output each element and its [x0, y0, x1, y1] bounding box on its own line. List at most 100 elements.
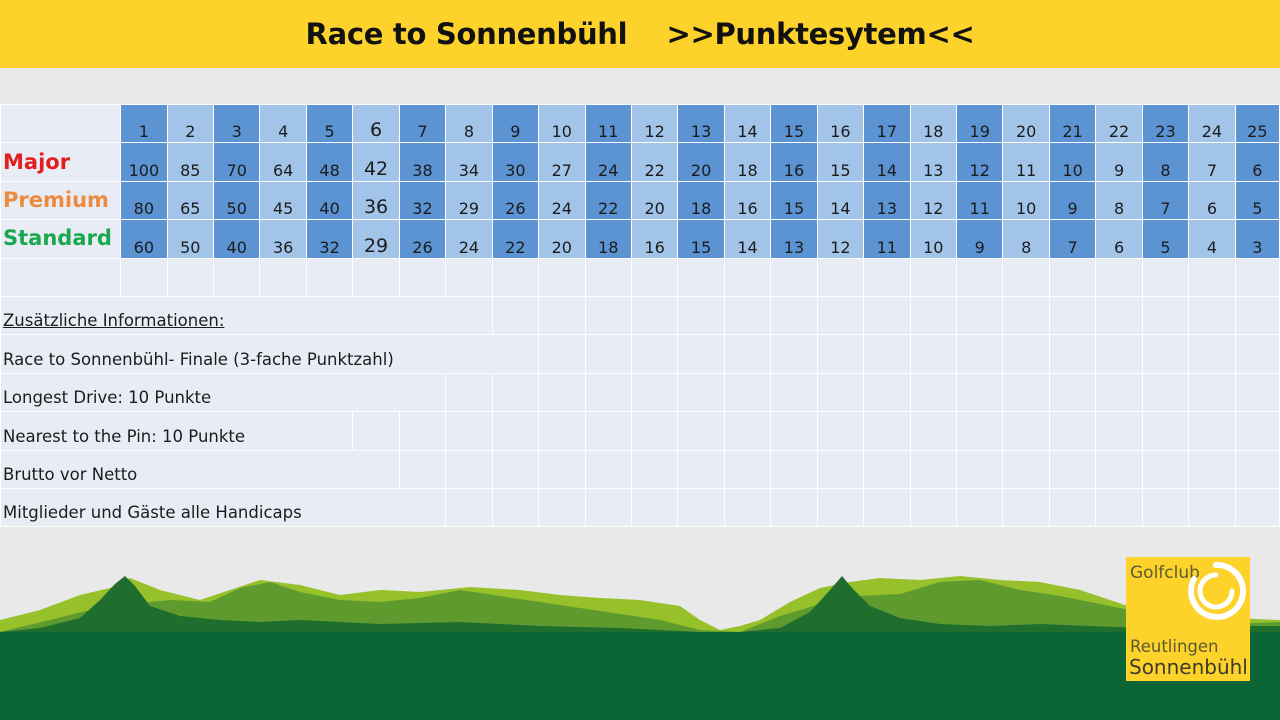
info-line: Race to Sonnenbühl- Finale (3-fache Punk…: [0, 334, 540, 374]
empty-cell: [770, 257, 818, 297]
empty-cell: [1188, 334, 1236, 374]
category-label: Major: [0, 142, 122, 182]
empty-cell: [909, 411, 958, 451]
points-cell: 10: [909, 219, 958, 259]
points-cell: 9: [1095, 142, 1143, 182]
empty-cell: [956, 372, 1004, 413]
info-line-text: Longest Drive: 10 Punkte: [3, 388, 212, 408]
points-cell: 16: [630, 219, 679, 259]
empty-cell: [863, 295, 911, 336]
empty-cell: [770, 411, 818, 451]
empty-cell: [213, 257, 261, 297]
empty-cell: [1234, 411, 1280, 451]
points-cell: 14: [863, 142, 911, 182]
empty-cell: [956, 449, 1004, 489]
category-label: Premium: [0, 180, 122, 221]
empty-cell: [909, 449, 958, 489]
empty-cell: [1141, 334, 1190, 374]
points-cell: 7: [1048, 219, 1097, 259]
empty-cell: [1188, 257, 1236, 297]
empty-cell: [166, 257, 215, 297]
position-cell: 14: [723, 103, 772, 144]
empty-cell: [584, 372, 632, 413]
position-cell: 10: [538, 103, 586, 144]
points-cell: 18: [584, 219, 632, 259]
position-cell: 24: [1188, 103, 1236, 144]
position-cell: 5: [305, 103, 354, 144]
empty-cell: [770, 372, 818, 413]
empty-cell: [909, 295, 958, 336]
position-cell: 20: [1002, 103, 1050, 144]
empty-cell: [584, 334, 632, 374]
points-cell: 65: [166, 180, 215, 221]
points-cell: 40: [305, 180, 354, 221]
points-cell: 80: [120, 180, 168, 221]
points-cell: 12: [909, 180, 958, 221]
points-cell: 60: [120, 219, 168, 259]
points-cell: 22: [491, 219, 540, 259]
empty-cell: [1095, 372, 1143, 413]
empty-cell: [723, 372, 772, 413]
info-line-text: Mitglieder und Gäste alle Handicaps: [3, 503, 302, 523]
empty-cell: [491, 295, 540, 336]
points-cell: 7: [1141, 180, 1190, 221]
category-label: Standard: [0, 219, 122, 259]
empty-cell: [630, 334, 679, 374]
empty-cell: [1234, 449, 1280, 489]
standard-row: Standard 60 50 40 36 32 29 26 24 22 20 18 16 15 14 13 12…: [0, 219, 1280, 259]
info-row: Mitglieder und Gäste alle Handicaps: [0, 487, 1280, 528]
empty-cell: [398, 411, 447, 451]
points-cell: 24: [538, 180, 586, 221]
points-cell: 8: [1141, 142, 1190, 182]
empty-cell: [1002, 449, 1050, 489]
empty-cell: [538, 487, 586, 528]
hills-landscape: [0, 576, 1280, 720]
empty-cell: [491, 411, 540, 451]
position-cell: 19: [956, 103, 1004, 144]
points-cell: 50: [213, 180, 261, 221]
empty-cell: [1188, 411, 1236, 451]
points-cell: 50: [166, 219, 215, 259]
empty-cell: [1141, 411, 1190, 451]
points-cell: 29: [352, 219, 400, 259]
empty-cell: [630, 449, 679, 489]
points-cell: 27: [538, 142, 586, 182]
empty-cell: [1188, 487, 1236, 528]
premium-row: Premium 80 65 50 45 40 36 32 29 26 24 22 20 18 16 15 14 1…: [0, 180, 1280, 221]
empty-cell: [1002, 372, 1050, 413]
points-cell: 11: [1002, 142, 1050, 182]
empty-cell: [723, 257, 772, 297]
points-cell: 22: [630, 142, 679, 182]
empty-cell: [956, 257, 1004, 297]
position-cell: 9: [491, 103, 540, 144]
points-cell: 34: [445, 142, 493, 182]
empty-cell: [1141, 372, 1190, 413]
empty-cell: [1095, 334, 1143, 374]
empty-cell: [630, 487, 679, 528]
empty-cell: [956, 334, 1004, 374]
position-cell: 11: [584, 103, 632, 144]
points-cell: 12: [956, 142, 1004, 182]
points-cell: 14: [723, 219, 772, 259]
position-cell: 12: [630, 103, 679, 144]
points-cell: 15: [770, 180, 818, 221]
points-cell: 8: [1095, 180, 1143, 221]
info-line: Nearest to the Pin: 10 Punkte: [0, 411, 354, 451]
info-line-text: Brutto vor Netto: [3, 464, 138, 484]
empty-cell: [770, 487, 818, 528]
points-cell: 38: [398, 142, 447, 182]
info-line: Longest Drive: 10 Punkte: [0, 372, 447, 413]
empty-cell: [1188, 295, 1236, 336]
empty-cell: [677, 449, 725, 489]
info-heading-text: Zusätzliche Informationen:: [3, 311, 225, 331]
empty-cell: [909, 257, 958, 297]
empty-cell: [445, 257, 493, 297]
points-cell: 16: [723, 180, 772, 221]
points-cell: 9: [956, 219, 1004, 259]
empty-cell: [863, 487, 911, 528]
points-cell: 26: [491, 180, 540, 221]
empty-cell: [538, 334, 586, 374]
points-cell: 36: [352, 180, 400, 221]
empty-cell: [398, 257, 447, 297]
points-cell: 10: [1002, 180, 1050, 221]
